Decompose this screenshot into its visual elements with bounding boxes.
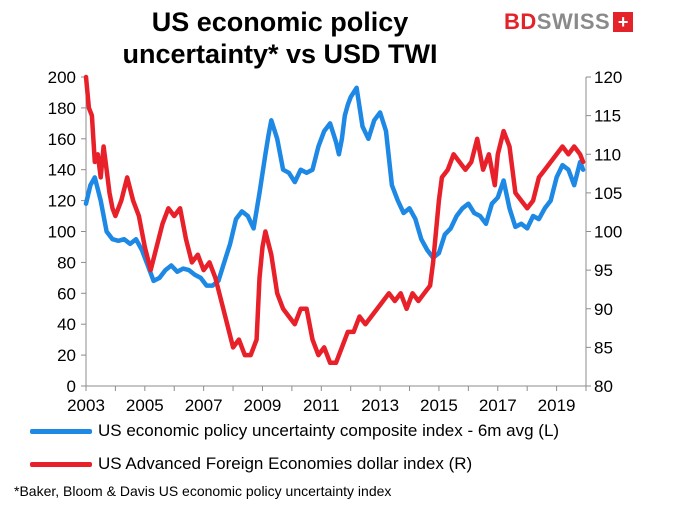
chart-title-line1: US economic policy [151, 7, 409, 37]
x-axis-tick-label: 2013 [361, 396, 399, 415]
chart-axes: 0 20 40 60 80 100 120 140 160 180 200 80 85 90 95 100 10… [48, 68, 623, 415]
left-axis-tick-label: 100 [48, 223, 76, 242]
right-axis-tick-label: 90 [594, 300, 613, 319]
legend-label-blue: US economic policy uncertainty composite… [98, 421, 560, 440]
right-axis-tick-label: 110 [594, 145, 621, 164]
right-axis-tick-label: 95 [594, 261, 613, 280]
swiss-cross-icon: + [613, 12, 634, 32]
legend-label-red: US Advanced Foreign Economies dollar ind… [98, 454, 473, 473]
x-axis-tick-label: 2011 [303, 396, 340, 415]
x-axis-tick-label: 2017 [479, 396, 517, 415]
series-line-uncertainty [83, 85, 586, 288]
right-axis-tick-label: 105 [594, 184, 622, 203]
left-axis-tick-label: 120 [48, 192, 76, 211]
right-axis-tick-label: 85 [594, 338, 613, 357]
series-line-dollar-index [83, 74, 586, 366]
left-axis-tick-label: 60 [57, 284, 76, 303]
left-axis-tick-label: 160 [48, 130, 76, 149]
left-axis-tick-label: 40 [57, 315, 76, 334]
left-axis-tick-label: 180 [48, 99, 76, 118]
right-axis-tick-label: 100 [594, 223, 622, 242]
right-axis-tick-label: 80 [594, 377, 613, 396]
legend-item-blue: US economic policy uncertainty composite… [30, 421, 559, 441]
chart-series [83, 74, 586, 366]
x-axis-tick-label: 2009 [244, 396, 282, 415]
x-axis-tick-label: 2019 [538, 396, 576, 415]
x-axis-tick-label: 2005 [126, 396, 164, 415]
logo-text-swiss: SWISS [536, 9, 611, 34]
x-axis-tick-label: 2015 [420, 396, 458, 415]
logo-text-bd: BD [504, 9, 537, 34]
legend-swatch-red [30, 461, 92, 467]
legend-swatch-blue [30, 428, 92, 434]
right-axis-tick-label: 120 [594, 68, 622, 87]
chart-title-line2: uncertainty* vs USD TWI [122, 39, 438, 69]
x-axis-tick-label: 2007 [185, 396, 223, 415]
left-axis-tick-label: 20 [57, 346, 76, 365]
left-axis-tick-label: 0 [67, 377, 76, 396]
left-axis-tick-label: 140 [48, 161, 76, 180]
chart-title: US economic policy uncertainty* vs USD T… [80, 6, 480, 70]
right-axis-tick-label: 115 [594, 107, 621, 126]
left-axis-tick-label: 80 [57, 253, 76, 272]
x-axis-tick-label: 2003 [67, 396, 105, 415]
footnote: *Baker, Bloom & Davis US economic policy… [14, 483, 392, 499]
left-axis-tick-label: 200 [48, 68, 76, 87]
bdswiss-logo: BD SWISS + [504, 8, 634, 36]
legend-item-red: US Advanced Foreign Economies dollar ind… [30, 454, 472, 474]
